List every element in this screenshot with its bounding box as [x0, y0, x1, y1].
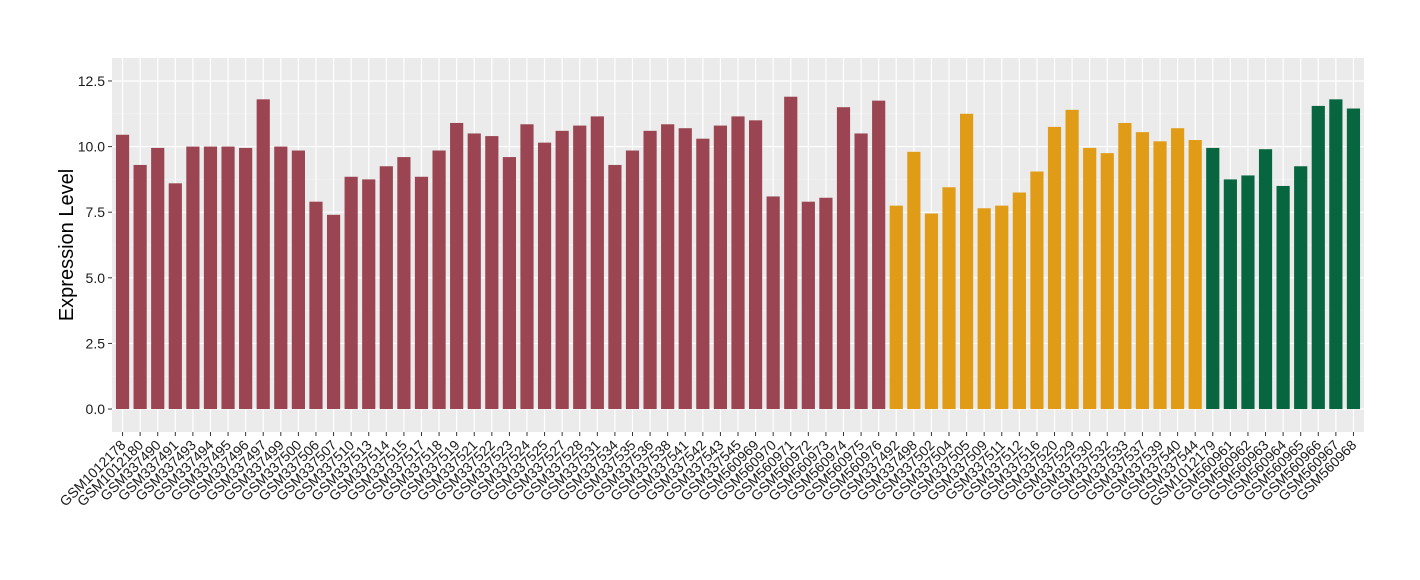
bar-GSM560971 — [784, 96, 798, 410]
bar-GSM337534 — [608, 164, 622, 410]
bar-GSM337528 — [573, 125, 587, 410]
bar-GSM337523 — [502, 157, 516, 410]
bar-GSM560976 — [872, 100, 886, 410]
bar-GSM337515 — [397, 157, 411, 410]
bar-GSM560967 — [1329, 99, 1343, 410]
bar-GSM337493 — [186, 146, 200, 410]
bar-GSM337525 — [537, 142, 552, 410]
bars — [115, 96, 1361, 410]
bar-GSM337507 — [326, 214, 341, 410]
bar-GSM337509 — [977, 208, 991, 410]
bar-GSM337502 — [924, 213, 939, 410]
bar-GSM337499 — [274, 146, 288, 410]
bar-GSM560972 — [801, 201, 815, 410]
bar-GSM337532 — [1100, 153, 1114, 410]
bar-GSM337506 — [309, 201, 323, 410]
bar-GSM337490 — [151, 147, 165, 410]
bar-GSM337514 — [379, 166, 393, 410]
bar-GSM337531 — [590, 116, 604, 410]
bar-GSM337527 — [555, 130, 569, 410]
bar-GSM337522 — [485, 136, 499, 410]
y-tick-label: 0.0 — [86, 401, 106, 417]
bar-GSM337516 — [1030, 171, 1044, 410]
y-tick-label: 7.5 — [86, 204, 106, 220]
bar-GSM337511 — [995, 205, 1009, 410]
bar-GSM560968 — [1346, 108, 1361, 410]
bar-GSM337542 — [696, 138, 710, 410]
y-tick-label: 12.5 — [78, 73, 105, 89]
bar-GSM337520 — [1047, 126, 1062, 410]
bar-GSM1012179 — [1206, 147, 1220, 410]
bar-GSM560973 — [819, 197, 833, 410]
bar-GSM337498 — [907, 151, 921, 410]
bar-GSM337524 — [520, 124, 534, 410]
bar-GSM1012180 — [133, 164, 147, 410]
bar-GSM337541 — [678, 128, 692, 410]
bar-GSM560974 — [836, 107, 851, 410]
bar-GSM337504 — [942, 187, 956, 410]
bar-GSM560964 — [1276, 185, 1290, 410]
bar-GSM1012178 — [115, 134, 130, 410]
x-axis: GSM1012178GSM1012180GSM337490GSM337491GS… — [56, 432, 1360, 509]
bar-GSM337494 — [203, 146, 218, 410]
bar-GSM337519 — [450, 122, 464, 410]
bar-GSM337543 — [713, 125, 728, 410]
bar-GSM337537 — [1135, 132, 1150, 410]
bar-GSM560970 — [766, 196, 780, 410]
bar-GSM560975 — [854, 133, 868, 410]
bar-GSM337530 — [1083, 147, 1097, 410]
bar-GSM337496 — [239, 147, 253, 410]
bar-GSM337536 — [643, 130, 657, 410]
bar-GSM560961 — [1223, 179, 1237, 410]
bar-GSM337521 — [467, 133, 481, 410]
bar-GSM560969 — [748, 120, 763, 410]
bar-GSM337505 — [960, 113, 974, 410]
bar-GSM337495 — [221, 146, 235, 410]
bar-GSM337545 — [731, 116, 745, 410]
y-axis-title: Expression Level — [56, 169, 78, 321]
y-tick-label: 5.0 — [86, 270, 106, 286]
bar-GSM337491 — [168, 183, 182, 410]
bar-GSM337538 — [661, 124, 675, 410]
bar-GSM337517 — [414, 176, 429, 410]
bar-GSM337518 — [432, 150, 446, 410]
bar-GSM337529 — [1065, 109, 1079, 410]
bar-GSM560963 — [1258, 149, 1273, 410]
bar-GSM337510 — [344, 176, 358, 410]
bar-GSM337533 — [1118, 122, 1132, 410]
bar-GSM560966 — [1311, 105, 1325, 410]
bar-GSM337497 — [256, 99, 270, 410]
bar-GSM337544 — [1188, 140, 1202, 410]
bar-GSM337512 — [1012, 192, 1026, 410]
y-tick-label: 2.5 — [86, 335, 106, 351]
bar-GSM337492 — [889, 205, 903, 410]
bar-GSM560962 — [1241, 175, 1255, 410]
bar-GSM560965 — [1294, 166, 1308, 410]
bar-GSM337540 — [1171, 128, 1185, 410]
bar-GSM337513 — [362, 179, 376, 410]
bar-GSM337500 — [291, 150, 305, 410]
y-axis: 0.0 2.5 5.0 7.5 10.0 12.5 — [78, 73, 112, 417]
y-tick-label: 10.0 — [78, 139, 105, 155]
bar-GSM337539 — [1153, 141, 1167, 410]
bar-GSM337535 — [625, 150, 640, 410]
